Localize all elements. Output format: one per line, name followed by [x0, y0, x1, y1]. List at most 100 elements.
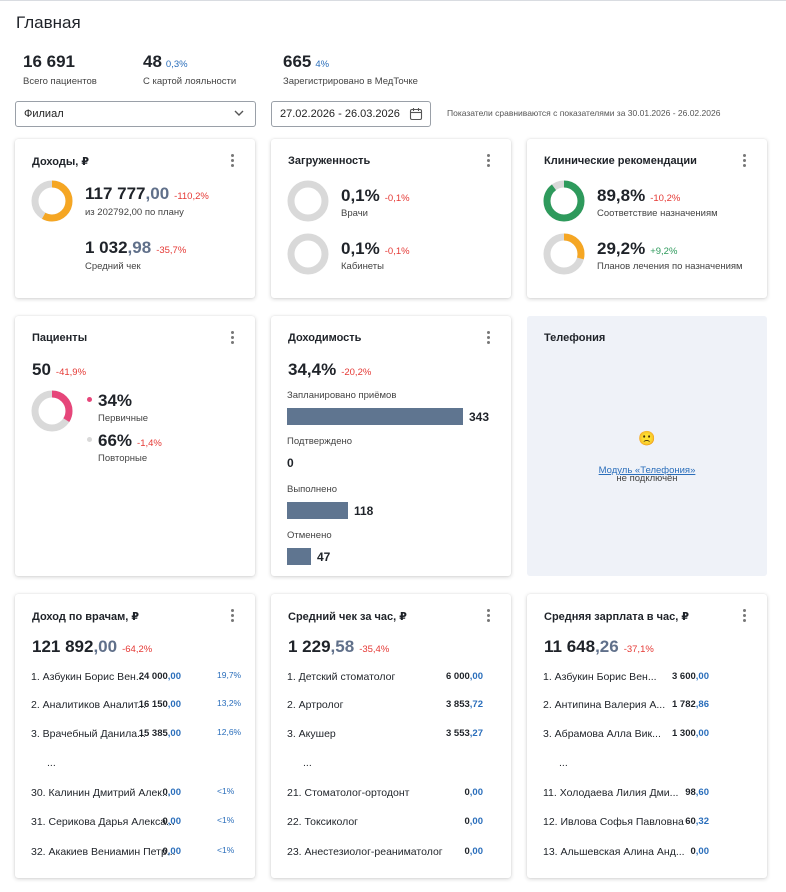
list-item[interactable]: 1. Детский стоматолог 6 000,00 [287, 671, 497, 685]
patients-total-value: 50 [32, 360, 51, 379]
telephony-module-link[interactable]: Модуль «Телефония» [598, 465, 696, 476]
amount-frac: ,00 [167, 728, 181, 739]
stat-pct: 4% [315, 59, 330, 70]
more-menu-icon[interactable] [487, 154, 491, 168]
card-title: Доход по врачам, ₽ [32, 611, 140, 623]
list-item-amount: 0,00 [464, 787, 483, 798]
more-menu-icon[interactable] [231, 154, 235, 168]
more-menu-icon[interactable] [743, 154, 747, 168]
list-item-name: 30. Калинин Дмитрий Алек... [31, 787, 171, 799]
amount-int: 0 [464, 816, 470, 827]
amount-frac: ,00 [695, 671, 709, 682]
card-title: Средний чек за час, ₽ [288, 611, 407, 623]
repeat-legend-dot [87, 437, 92, 442]
more-menu-icon[interactable] [487, 331, 491, 345]
avg-check-change: -35,7% [156, 245, 187, 256]
doctors-load: 0,1% -0,1% [341, 186, 410, 206]
stat-loyalty-card: 48 0,3% С картой лояльности [143, 52, 236, 87]
compliance-value: 89,8% [597, 186, 646, 205]
more-menu-icon[interactable] [743, 609, 747, 623]
total-frac: ,26 [595, 637, 619, 656]
list-item-name: 3. Абрамова Алла Вик... [543, 728, 661, 740]
list-item-name: 1. Азбукин Борис Вен... [543, 671, 657, 683]
total-change: -37,1% [623, 644, 654, 655]
profitability-row-label: Выполнено [287, 484, 337, 495]
list-item-name: 21. Стоматолог-ортодонт [287, 787, 410, 799]
list-item[interactable]: 1. Азбукин Борис Вен... 3 600,00 [543, 671, 753, 685]
amount-int: 0 [162, 846, 168, 857]
list-item[interactable]: 31. Серикова Дарья Алекса... 0,00 <1% [31, 815, 241, 830]
list-item[interactable]: 3. Акушер 3 553,27 [287, 728, 497, 742]
list-item[interactable]: 1. Азбукин Борис Вен... 24 000,00 19,7% [31, 670, 241, 685]
date-range-input[interactable]: 27.02.2026 - 26.03.2026 [271, 101, 431, 127]
repeat-label: Повторные [98, 453, 148, 464]
patients-donut [31, 390, 73, 432]
avg-check-label: Средний чек [85, 261, 141, 272]
patients-total-change: -41,9% [55, 367, 87, 378]
total-frac: ,58 [330, 637, 355, 656]
doctors-load-change: -0,1% [384, 193, 410, 204]
more-menu-icon[interactable] [231, 331, 235, 345]
compliance-change: -10,2% [650, 193, 681, 204]
list-item[interactable]: 3. Врачебный Данила... 15 385,00 12,6% [31, 727, 242, 742]
profitability-row-label: Подтверждено [287, 436, 353, 447]
amount-frac: ,00 [167, 671, 181, 682]
amount-frac: ,00 [695, 728, 709, 739]
list-item[interactable]: 23. Анестезиолог-реаниматолог 0,00 [287, 846, 497, 860]
more-menu-icon[interactable] [487, 609, 491, 623]
card-title: Клинические рекомендации [544, 155, 697, 167]
amount-int: 0 [162, 787, 168, 798]
list-item[interactable]: 3. Абрамова Алла Вик... 1 300,00 [543, 728, 753, 742]
list-item-name: 32. Акакиев Вениамин Петр... [31, 846, 176, 858]
compliance-arc [543, 180, 585, 222]
amount-int: 1 782 [672, 699, 696, 710]
list-item-name: 13. Альшевская Алина Анд... [543, 846, 685, 858]
avg-check: 1 032,98 -35,7% [85, 238, 186, 258]
amount-frac: ,27 [469, 728, 483, 739]
list-item-name: 23. Анестезиолог-реаниматолог [287, 846, 443, 858]
amount-int: 0 [690, 846, 696, 857]
compliance-donut [543, 180, 585, 222]
list-item-share: <1% [217, 845, 235, 855]
plans-value: 29,2% [597, 239, 646, 258]
amount-frac: ,00 [469, 787, 483, 798]
calendar-icon[interactable] [409, 107, 423, 124]
list-item[interactable]: 21. Стоматолог-ортодонт 0,00 [287, 787, 497, 801]
amount-int: 6 000 [446, 671, 470, 682]
list-item-name: 12. Ивлова Софья Павловна [543, 816, 684, 828]
more-menu-icon[interactable] [231, 609, 235, 623]
list-item[interactable]: 2. Аналитиков Аналит... 16 150,00 13,2% [31, 698, 241, 713]
rooms-load-donut [287, 233, 329, 275]
list-item-share: 12,6% [217, 727, 242, 737]
list-item-amount: 1 300,00 [672, 728, 709, 739]
list-item[interactable]: 32. Акакиев Вениамин Петр... 0,00 <1% [31, 845, 241, 860]
plans-donut [543, 233, 585, 275]
amount-int: 60 [685, 816, 696, 827]
list-ellipsis: ... [303, 757, 312, 769]
list-item-amount: 24 000,00 [139, 671, 181, 682]
doctors-load-value: 0,1% [341, 186, 380, 205]
list-item[interactable]: 30. Калинин Дмитрий Алек... 0,00 <1% [31, 786, 241, 801]
list-item[interactable]: 11. Холодаева Лилия Дми... 98,60 [543, 787, 753, 801]
list-item[interactable]: 2. Артролог 3 853,72 [287, 699, 497, 713]
stat-value: 16 691 [23, 52, 75, 71]
list-item-name: 2. Антипина Валерия А... [543, 699, 666, 711]
load-card: Загруженность 0,1% -0,1% Врачи 0,1% -0,1% … [271, 139, 511, 298]
list-item-amount: 6 000,00 [446, 671, 483, 682]
telephony-card: Телефония 🙁 Модуль «Телефония» не подклю… [527, 316, 767, 576]
branch-select[interactable]: Филиал [15, 101, 256, 127]
list-item[interactable]: 2. Антипина Валерия А... 1 782,86 [543, 699, 753, 713]
income-plan-donut [31, 180, 73, 222]
amount-frac: ,00 [167, 699, 181, 710]
profitability-row-label: Отменено [287, 530, 332, 541]
list-item[interactable]: 13. Альшевская Алина Анд... 0,00 [543, 846, 753, 860]
avg-check-hour-card: Средний чек за час, ₽ 1 229,58 -35,4% 1. … [271, 594, 511, 878]
amount-int: 98 [685, 787, 696, 798]
amount-int: 0 [162, 816, 168, 827]
list-item-amount: 0,00 [464, 846, 483, 857]
list-item[interactable]: 12. Ивлова Софья Павловна 60,32 [543, 816, 753, 830]
list-item-name: 1. Детский стоматолог [287, 671, 396, 683]
list-item-amount: 16 150,00 [139, 699, 181, 710]
list-item-name: 1. Азбукин Борис Вен... [31, 671, 145, 683]
list-item[interactable]: 22. Токсиколог 0,00 [287, 816, 497, 830]
